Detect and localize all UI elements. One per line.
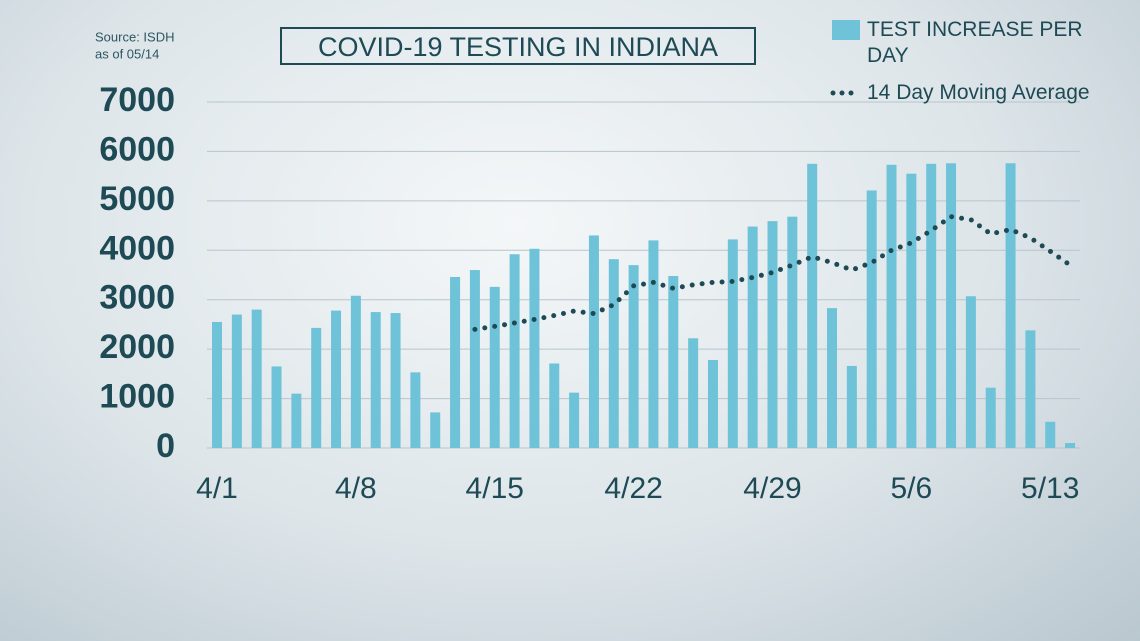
legend-swatch xyxy=(832,20,860,40)
bar xyxy=(430,412,441,448)
legend-label: TEST INCREASE PER DAY xyxy=(867,18,1083,67)
bar xyxy=(529,248,540,448)
bar xyxy=(827,308,838,448)
bar xyxy=(1045,421,1056,448)
y-tick-label: 4000 xyxy=(99,229,175,267)
bar xyxy=(291,393,302,448)
bar xyxy=(926,163,937,449)
y-tick-label: 6000 xyxy=(99,130,175,168)
bar xyxy=(569,392,580,448)
x-tick-label: 4/22 xyxy=(604,472,662,505)
bar xyxy=(707,360,718,448)
bar xyxy=(271,366,282,448)
bar xyxy=(370,312,381,448)
bar xyxy=(1065,443,1076,448)
bar xyxy=(866,190,877,448)
bar xyxy=(906,173,917,448)
y-tick-label: 3000 xyxy=(99,279,175,317)
bar xyxy=(965,296,976,448)
x-tick-label: 5/13 xyxy=(1021,472,1079,505)
bar xyxy=(747,226,758,448)
bar xyxy=(767,221,778,448)
bar xyxy=(688,338,699,448)
moving-average-line xyxy=(472,214,1073,332)
bar xyxy=(886,164,897,448)
bar xyxy=(946,163,957,448)
y-tick-label: 0 xyxy=(156,427,175,465)
bar xyxy=(628,265,639,448)
bar xyxy=(1025,330,1036,448)
y-tick-label: 7000 xyxy=(99,81,175,119)
chart-title: COVID-19 TESTING IN INDIANA xyxy=(280,27,756,65)
bar xyxy=(251,309,262,448)
y-tick-label: 5000 xyxy=(99,180,175,218)
bar xyxy=(846,365,857,448)
bar xyxy=(985,387,996,448)
bar xyxy=(648,240,659,448)
bar xyxy=(807,163,818,449)
bar xyxy=(588,235,599,448)
bar xyxy=(469,270,480,448)
bar xyxy=(787,216,798,448)
bar xyxy=(549,363,560,448)
x-tick-label: 5/6 xyxy=(891,472,933,505)
bar xyxy=(608,259,619,448)
bar xyxy=(489,286,500,448)
x-tick-label: 4/8 xyxy=(335,472,377,505)
source: Source: ISDH xyxy=(95,29,174,44)
legend-label: 14 Day Moving Average xyxy=(867,81,1090,104)
x-tick-label: 4/1 xyxy=(196,472,238,505)
bar xyxy=(1005,163,1016,448)
bar xyxy=(212,321,222,448)
bar xyxy=(350,295,361,448)
bar xyxy=(331,310,342,448)
bar xyxy=(390,313,401,448)
bar xyxy=(231,314,242,448)
source: as of 05/14 xyxy=(95,46,159,61)
bar xyxy=(410,372,421,448)
bar xyxy=(727,239,738,448)
x-tick-label: 4/15 xyxy=(466,472,524,505)
bar xyxy=(668,275,679,448)
bar xyxy=(311,327,322,448)
bar xyxy=(509,254,520,448)
bar xyxy=(450,276,461,448)
y-tick-label: 1000 xyxy=(99,378,175,416)
x-tick-label: 4/29 xyxy=(743,472,801,505)
y-tick-label: 2000 xyxy=(99,328,175,366)
